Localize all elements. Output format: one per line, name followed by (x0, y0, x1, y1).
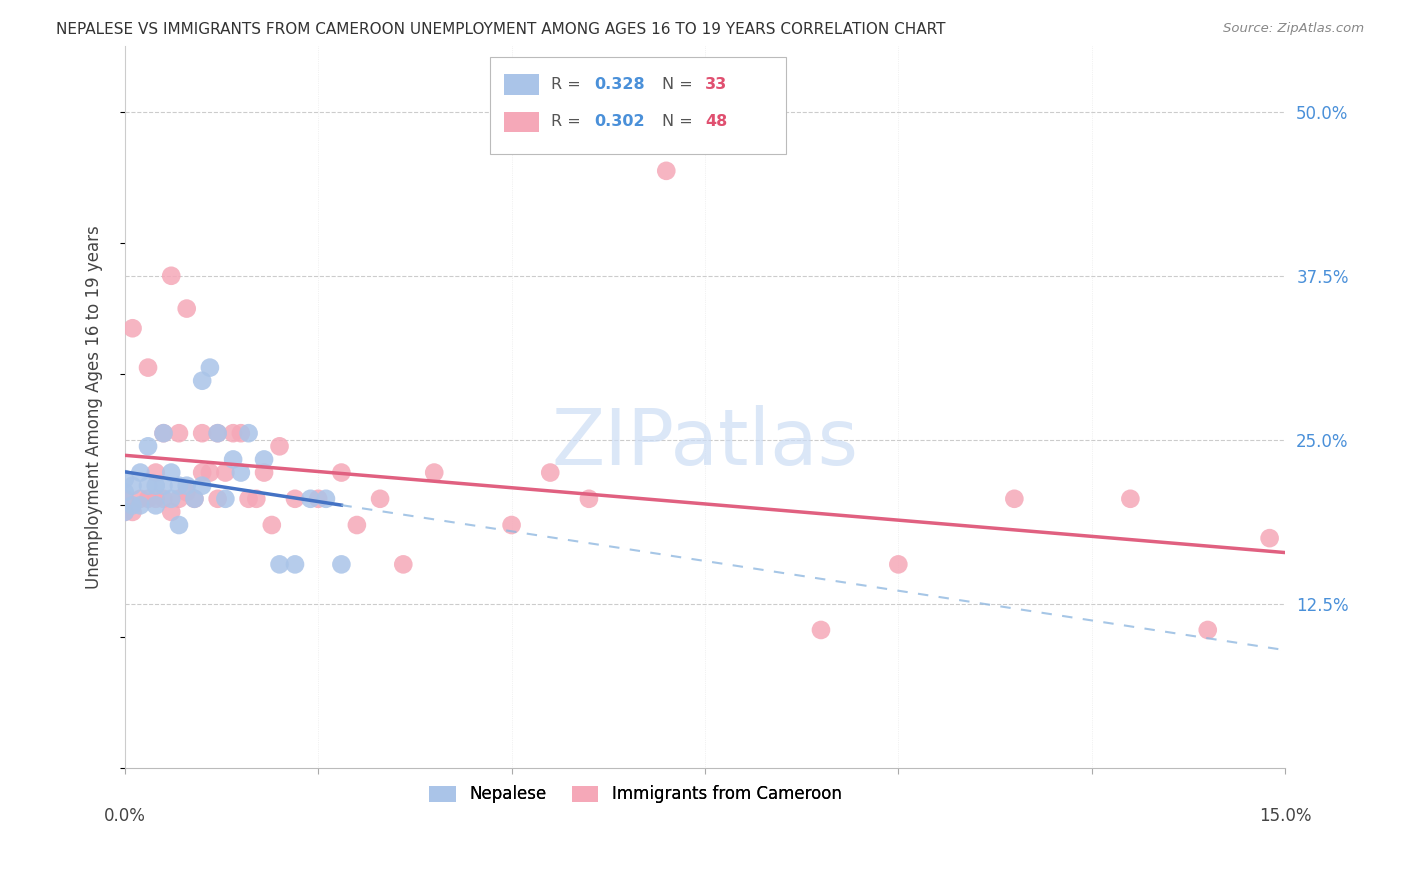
Point (238, 491, 260, 506)
Point (160, 491, 183, 506)
Point (392, 558, 415, 572)
Point (810, 623, 832, 637)
Point (121, 505, 143, 519)
Point (129, 466, 152, 480)
Point (330, 558, 353, 572)
Point (152, 491, 174, 506)
Point (284, 558, 307, 572)
Text: R =: R = (551, 77, 585, 92)
Text: 48: 48 (704, 114, 727, 129)
FancyBboxPatch shape (505, 74, 538, 95)
Point (1258, 531, 1281, 545)
Point (167, 478, 190, 492)
Point (121, 478, 143, 492)
Y-axis label: Unemployment Among Ages 16 to 19 years: Unemployment Among Ages 16 to 19 years (86, 225, 103, 589)
Point (114, 485, 136, 500)
Point (114, 505, 136, 519)
Point (145, 491, 167, 506)
Point (253, 452, 276, 467)
Point (114, 472, 136, 486)
Point (1002, 491, 1025, 506)
Point (253, 466, 276, 480)
Point (145, 466, 167, 480)
Point (315, 491, 337, 506)
Point (222, 452, 245, 467)
Point (191, 374, 214, 388)
Point (183, 491, 205, 506)
Point (152, 478, 174, 492)
Point (501, 518, 523, 533)
Point (160, 505, 183, 519)
Text: N =: N = (662, 77, 697, 92)
Point (129, 499, 152, 513)
Point (191, 478, 214, 492)
Text: R =: R = (551, 114, 585, 129)
Point (299, 491, 322, 506)
Point (1119, 491, 1142, 506)
Point (114, 491, 136, 506)
Point (423, 466, 446, 480)
Text: 0.0%: 0.0% (104, 807, 146, 825)
Point (152, 426, 174, 441)
FancyBboxPatch shape (491, 57, 786, 154)
Point (152, 426, 174, 441)
Point (176, 478, 198, 492)
Point (207, 491, 229, 506)
Point (176, 485, 198, 500)
Point (330, 466, 353, 480)
Text: Source: ZipAtlas.com: Source: ZipAtlas.com (1223, 22, 1364, 36)
Point (160, 268, 183, 283)
Text: N =: N = (662, 114, 697, 129)
Point (222, 426, 245, 441)
Point (245, 491, 267, 506)
Text: NEPALESE VS IMMIGRANTS FROM CAMEROON UNEMPLOYMENT AMONG AGES 16 TO 19 YEARS CORR: NEPALESE VS IMMIGRANTS FROM CAMEROON UNE… (56, 22, 946, 37)
Point (307, 491, 329, 506)
Point (1197, 623, 1219, 637)
Point (136, 491, 159, 506)
Point (136, 439, 159, 453)
Point (167, 518, 190, 533)
Point (114, 505, 136, 519)
Point (176, 301, 198, 316)
Point (129, 491, 152, 506)
Point (207, 426, 229, 441)
Point (284, 491, 307, 506)
Point (167, 426, 190, 441)
Legend: Nepalese, Immigrants from Cameroon: Nepalese, Immigrants from Cameroon (423, 779, 848, 810)
Point (191, 466, 214, 480)
Point (207, 426, 229, 441)
Text: 15.0%: 15.0% (1258, 807, 1312, 825)
Point (145, 499, 167, 513)
Point (145, 478, 167, 492)
Point (887, 558, 910, 572)
Point (238, 426, 260, 441)
Point (538, 466, 561, 480)
Point (198, 466, 221, 480)
Point (214, 491, 236, 506)
Point (269, 439, 291, 453)
Point (578, 491, 600, 506)
Point (229, 426, 252, 441)
Point (121, 321, 143, 335)
Text: 33: 33 (704, 77, 727, 92)
Point (191, 426, 214, 441)
Point (229, 466, 252, 480)
FancyBboxPatch shape (505, 112, 538, 132)
Point (121, 499, 143, 513)
Point (198, 360, 221, 375)
Point (183, 491, 205, 506)
Point (260, 518, 283, 533)
Point (269, 558, 291, 572)
Text: ZIPatlas: ZIPatlas (551, 405, 859, 481)
Point (346, 518, 368, 533)
Point (214, 466, 236, 480)
Text: 0.328: 0.328 (595, 77, 645, 92)
Point (368, 491, 391, 506)
Point (136, 478, 159, 492)
Point (160, 466, 183, 480)
Point (136, 360, 159, 375)
Point (167, 491, 190, 506)
Text: 0.302: 0.302 (595, 114, 645, 129)
Point (655, 164, 678, 178)
